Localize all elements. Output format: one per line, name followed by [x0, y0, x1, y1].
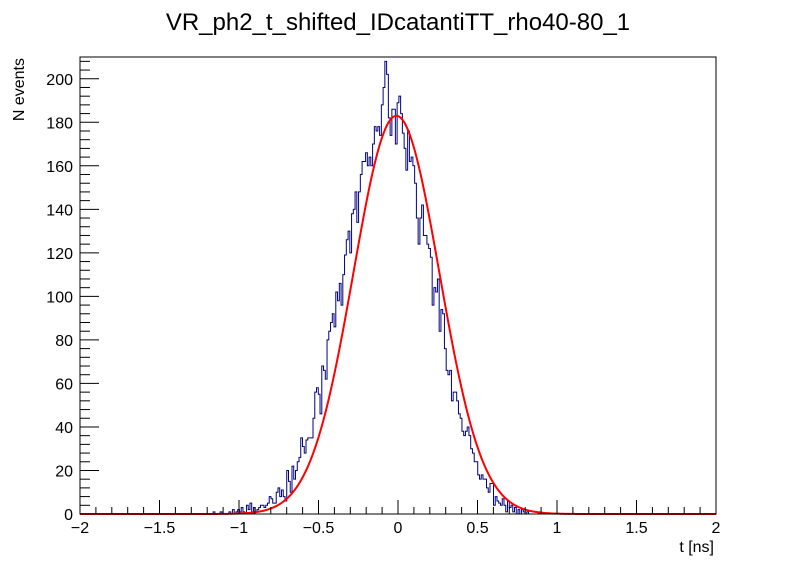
y-tick-label: 80 [55, 333, 73, 350]
y-axis-label: N events [11, 58, 28, 121]
x-tick-label: 1.5 [625, 520, 647, 537]
y-tick-label: 120 [46, 246, 73, 263]
y-axis: 0 20 40 60 80 100 120 140 160 180 200 [46, 60, 99, 524]
x-tick-label: 1 [553, 520, 562, 537]
x-tick-label: −2 [71, 520, 89, 537]
data-histogram [80, 60, 716, 515]
fit-curve [80, 114, 716, 515]
y-tick-label: 60 [55, 376, 73, 393]
x-tick-label: 0 [394, 520, 403, 537]
x-tick-label: 0.5 [466, 520, 488, 537]
y-tick-label: 160 [46, 159, 73, 176]
x-tick-label: −1 [230, 520, 248, 537]
y-tick-label: 180 [46, 115, 73, 132]
y-tick-label: 40 [55, 420, 73, 437]
fit-layer [80, 114, 716, 515]
y-tick-label: 140 [46, 202, 73, 219]
plot-frame [79, 56, 717, 515]
y-tick-label: 100 [46, 289, 73, 306]
x-tick-label: −1.5 [144, 520, 176, 537]
histogram-layer [80, 60, 716, 515]
x-axis-label: t [ns] [679, 539, 714, 556]
y-tick-label: 0 [64, 507, 73, 524]
x-axis: −2 −1.5 −1 −0.5 0 0.5 1 1.5 2 [71, 500, 721, 537]
x-tick-label: 2 [712, 520, 721, 537]
x-tick-label: −0.5 [303, 520, 335, 537]
y-tick-label: 20 [55, 463, 73, 480]
y-tick-label: 200 [46, 72, 73, 89]
chart-title: VR_ph2_t_shifted_IDcatantiTT_rho40-80_1 [166, 9, 630, 36]
